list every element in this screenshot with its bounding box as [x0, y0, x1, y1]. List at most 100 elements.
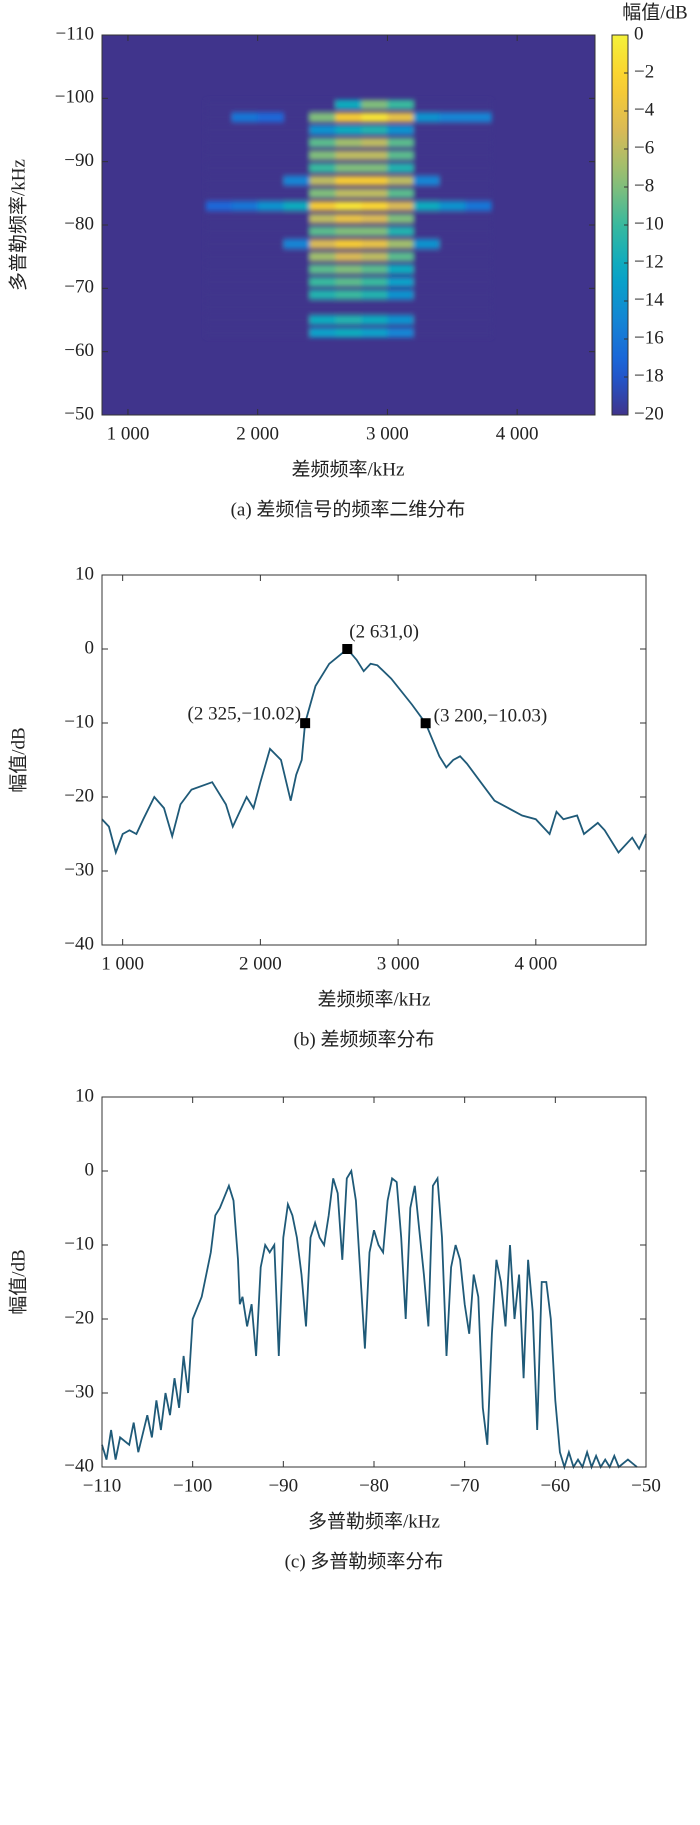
heatmap-cell [413, 226, 440, 237]
heatmap-cell [231, 264, 259, 275]
heatmap-cell [257, 201, 285, 211]
heatmap-cell [231, 150, 259, 161]
heatmap-cell [283, 327, 311, 338]
y-tick-label: 0 [85, 637, 95, 658]
heatmap-cell [387, 264, 414, 275]
heatmap-cell [205, 175, 233, 186]
y-tick-label: −70 [64, 277, 94, 298]
heatmap-cell [283, 125, 311, 135]
heatmap-cell [439, 277, 466, 287]
y-tick-label: −60 [64, 340, 94, 361]
heatmap-cell [335, 125, 362, 135]
heatmap-cell [439, 264, 466, 275]
x-tick-label: −90 [268, 1475, 298, 1496]
heatmap-cell [387, 112, 414, 123]
heatmap-cell [205, 226, 233, 237]
heatmap-cell [231, 112, 259, 123]
x-tick-label: −70 [450, 1475, 480, 1496]
heatmap-cell [361, 112, 388, 123]
heatmap-cell [283, 112, 311, 123]
heatmap-cell [361, 327, 388, 338]
heatmap-cell [439, 289, 466, 300]
heatmap-cell [439, 163, 466, 173]
heatmap-cell [283, 188, 311, 199]
caption: (b) 差频频率分布 [294, 1028, 435, 1050]
heatmap-cell [335, 277, 362, 287]
heatmap-cell [283, 239, 311, 249]
heatmap-cell [257, 239, 285, 249]
heatmap-cell [387, 277, 414, 287]
heatmap-cell [413, 327, 440, 338]
heatmap-cell [387, 327, 414, 338]
heatmap-cell [205, 289, 233, 300]
heatmap-cell [335, 201, 362, 211]
heatmap-cell [257, 175, 285, 186]
heatmap-cell [231, 251, 259, 262]
y-tick-label: −30 [64, 1381, 94, 1402]
heatmap-cell [439, 315, 466, 325]
x-tick-label: −100 [173, 1475, 212, 1496]
heatmap-cell [465, 213, 492, 224]
heatmap-cell [361, 239, 388, 249]
heatmap-cell [465, 289, 492, 300]
data-line [101, 647, 647, 856]
x-axis-label: 差频频率/kHz [292, 458, 405, 480]
heatmap-cell [413, 277, 440, 287]
heatmap-cell [257, 315, 285, 325]
heatmap-cell [205, 125, 233, 135]
heatmap-cell [283, 213, 311, 224]
colorbar-tick-label: −18 [634, 365, 664, 386]
caption: (c) 多普勒频率分布 [285, 1550, 444, 1572]
y-tick-label: −10 [64, 711, 94, 732]
heatmap-cell [205, 213, 233, 224]
heatmap-cell [439, 150, 466, 161]
heatmap-cell [439, 251, 466, 262]
heatmap-cell [231, 239, 259, 249]
heatmap-cell [335, 302, 362, 313]
y-axis-label: 幅值/dB [7, 1249, 29, 1314]
heatmap-cell [309, 277, 337, 287]
heatmap-cell [283, 99, 311, 110]
heatmap-cell [413, 239, 440, 249]
heatmap-cells [205, 99, 492, 338]
heatmap-cell [283, 201, 311, 211]
heatmap-cell [413, 213, 440, 224]
heatmap-cell [361, 175, 388, 186]
y-tick-label: −90 [64, 150, 94, 171]
heatmap-cell [231, 226, 259, 237]
x-tick-label: 3 000 [377, 953, 420, 974]
heatmap-cell [413, 251, 440, 262]
heatmap-cell [283, 264, 311, 275]
heatmap-cell [387, 99, 414, 110]
heatmap-cell [257, 277, 285, 287]
heatmap-cell [205, 163, 233, 173]
heatmap-cell [309, 302, 337, 313]
heatmap-cell [309, 289, 337, 300]
heatmap-cell [361, 315, 388, 325]
heatmap-cell [231, 99, 259, 110]
heatmap-cell [205, 239, 233, 249]
heatmap-cell [257, 289, 285, 300]
heatmap-cell [257, 99, 285, 110]
heatmap-cell [361, 125, 388, 135]
heatmap-cell [231, 163, 259, 173]
heatmap-cell [465, 188, 492, 199]
plot-frame [101, 1096, 647, 1468]
heatmap-cell [205, 188, 233, 199]
colorbar-tick-label: −10 [634, 213, 664, 234]
annotation-label: (3 200,−10.03) [434, 706, 548, 727]
heatmap-cell [231, 277, 259, 287]
annotation-label: (2 631,0) [349, 621, 419, 642]
y-tick-label: −10 [64, 1233, 94, 1254]
x-tick-label: −60 [540, 1475, 570, 1496]
heatmap-cell [465, 150, 492, 161]
heatmap-cell [335, 327, 362, 338]
heatmap-cell [309, 327, 337, 338]
heatmap-cell [387, 289, 414, 300]
heatmap-cell [205, 99, 233, 110]
heatmap-cell [387, 251, 414, 262]
heatmap-cell [335, 264, 362, 275]
x-tick-label: 2 000 [236, 423, 279, 444]
heatmap-cell [231, 289, 259, 300]
